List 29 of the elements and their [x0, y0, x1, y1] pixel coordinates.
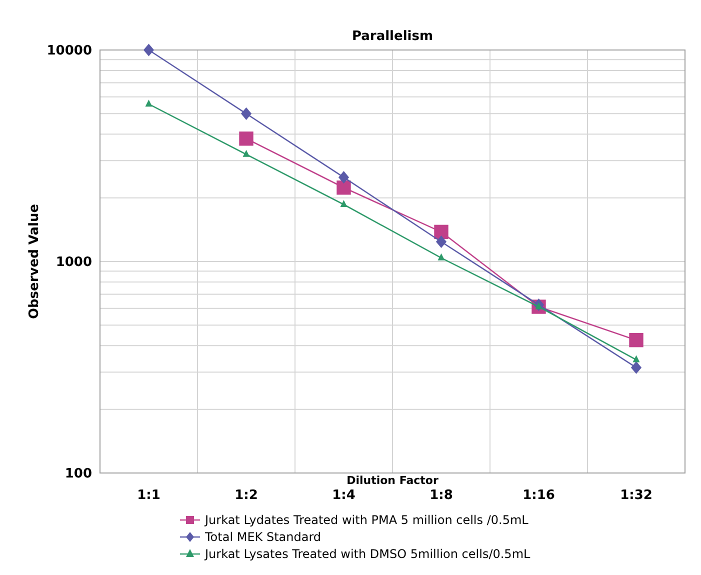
point: [143, 44, 154, 56]
x-tick-label: 1:2: [234, 488, 258, 503]
y-tick-label: 10000: [46, 44, 92, 59]
point: [340, 200, 348, 207]
point: [632, 355, 640, 362]
x-tick-label: 1:1: [137, 488, 160, 503]
legend-label: Total MEK Standard: [204, 530, 322, 544]
legend-label: Jurkat Lydates Treated with PMA 5 million cells /0.5mL: [204, 513, 529, 528]
point: [240, 107, 252, 120]
x-tick-label: 1:4: [332, 488, 356, 503]
point: [438, 253, 445, 260]
x-tick-label: 1:32: [620, 488, 652, 503]
point: [434, 224, 448, 240]
x-axis-title: Dilution Factor: [346, 474, 439, 487]
x-tick-label: 1:16: [522, 488, 555, 503]
point: [242, 150, 250, 157]
point: [239, 132, 254, 146]
y-tick-label: 100: [64, 466, 92, 482]
chart-title: Parallelism: [352, 29, 434, 44]
y-tick-label: 1000: [56, 255, 92, 270]
point: [630, 361, 642, 374]
legend-label: Jurkat Lysates Treated with DMSO 5million cells/0.5mL: [204, 547, 531, 562]
point: [629, 332, 644, 348]
point: [436, 235, 447, 248]
point: [338, 171, 350, 184]
x-tick-label: 1:8: [430, 488, 453, 503]
y-axis-title: Observed Value: [27, 204, 42, 320]
point: [336, 180, 351, 195]
point: [145, 100, 152, 107]
